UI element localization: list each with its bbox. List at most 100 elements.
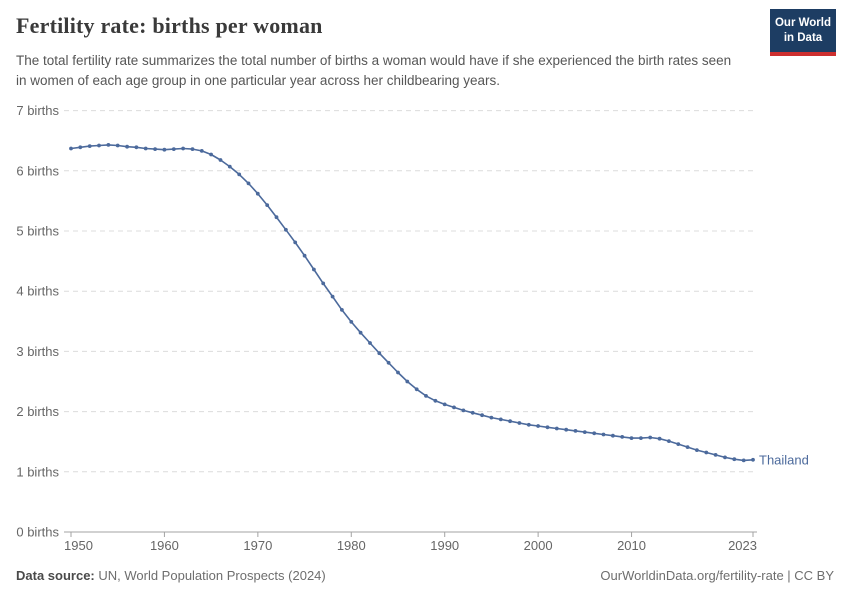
- data-point[interactable]: [592, 431, 597, 436]
- data-point[interactable]: [368, 341, 372, 345]
- data-point[interactable]: [190, 147, 195, 152]
- owid-logo-line1: Our World: [774, 17, 831, 30]
- data-point[interactable]: [181, 146, 186, 151]
- data-point[interactable]: [452, 405, 456, 410]
- chart-subtitle: The total fertility rate summarizes the …: [16, 53, 732, 88]
- fertility-trend-line[interactable]: [70, 144, 754, 462]
- data-point[interactable]: [386, 360, 391, 365]
- data-point[interactable]: [676, 442, 681, 446]
- owid-logo-line2: in Data: [783, 31, 823, 44]
- data-point[interactable]: [115, 143, 120, 148]
- data-point[interactable]: [274, 215, 279, 220]
- data-point[interactable]: [526, 422, 531, 427]
- data-point[interactable]: [480, 413, 484, 418]
- data-point[interactable]: [87, 144, 92, 149]
- data-point[interactable]: [265, 203, 270, 208]
- data-point[interactable]: [377, 351, 382, 356]
- data-point[interactable]: [582, 430, 587, 434]
- data-point[interactable]: [302, 253, 307, 258]
- data-point[interactable]: [396, 370, 400, 375]
- y-axis-tick-label: 7 births: [16, 103, 59, 118]
- data-point[interactable]: [639, 436, 643, 440]
- data-point[interactable]: [536, 424, 540, 428]
- data-point[interactable]: [209, 152, 214, 157]
- data-point[interactable]: [227, 164, 232, 169]
- data-point[interactable]: [321, 281, 326, 286]
- x-axis-tick-label: 1990: [430, 538, 459, 553]
- data-point[interactable]: [199, 149, 204, 153]
- data-point[interactable]: [611, 433, 615, 438]
- data-point[interactable]: [414, 387, 419, 392]
- owid-citation-link[interactable]: OurWorldinData.org/fertility-rate | CC B…: [600, 568, 834, 583]
- data-point[interactable]: [620, 435, 625, 439]
- data-point[interactable]: [433, 398, 438, 403]
- data-point[interactable]: [134, 145, 139, 150]
- x-axis-tick-label: 1960: [150, 538, 179, 553]
- data-point[interactable]: [489, 415, 494, 420]
- data-point[interactable]: [657, 436, 662, 441]
- data-source-label: Data source:: [16, 568, 95, 583]
- y-axis-tick-label: 4 births: [16, 284, 59, 299]
- owid-logo[interactable]: Our World in Data: [770, 9, 836, 56]
- data-point[interactable]: [349, 320, 354, 324]
- data-point[interactable]: [732, 457, 737, 462]
- data-source-note[interactable]: Data source: UN, World Population Prospe…: [16, 568, 326, 583]
- y-axis-tick-label: 3 births: [16, 344, 59, 359]
- x-axis-tick-label: 1980: [337, 538, 366, 553]
- data-point[interactable]: [162, 147, 167, 152]
- data-point[interactable]: [69, 146, 73, 151]
- data-point[interactable]: [713, 453, 718, 457]
- x-axis-tick-label: 2000: [524, 538, 553, 553]
- data-point[interactable]: [255, 191, 260, 196]
- data-point[interactable]: [246, 181, 251, 186]
- data-point[interactable]: [97, 143, 101, 148]
- data-point[interactable]: [564, 427, 569, 432]
- data-point[interactable]: [330, 294, 335, 299]
- data-point[interactable]: [442, 402, 447, 407]
- x-axis-tick-label: 1970: [243, 538, 272, 553]
- data-point[interactable]: [629, 436, 634, 440]
- data-point[interactable]: [106, 143, 111, 147]
- data-point[interactable]: [153, 147, 158, 152]
- y-axis-tick-label: 6 births: [16, 163, 59, 178]
- data-point[interactable]: [171, 147, 176, 152]
- x-axis-tick-label: 2023: [728, 538, 757, 553]
- data-point[interactable]: [601, 432, 606, 437]
- data-point[interactable]: [284, 227, 288, 232]
- data-point[interactable]: [751, 457, 755, 462]
- data-point[interactable]: [648, 435, 653, 440]
- data-source-text: UN, World Population Prospects (2024): [94, 568, 326, 583]
- data-point[interactable]: [498, 417, 503, 422]
- y-axis-tick-label: 0 births: [16, 525, 59, 540]
- data-point[interactable]: [312, 267, 316, 272]
- entity-label-thailand[interactable]: Thailand: [759, 452, 809, 467]
- data-point[interactable]: [218, 158, 223, 162]
- data-point[interactable]: [405, 379, 410, 384]
- data-point[interactable]: [358, 330, 363, 335]
- data-point[interactable]: [293, 240, 298, 245]
- y-axis-tick-label: 5 births: [16, 224, 59, 239]
- data-point[interactable]: [741, 458, 746, 463]
- data-point[interactable]: [125, 144, 129, 149]
- data-point[interactable]: [667, 439, 671, 443]
- data-point[interactable]: [237, 172, 242, 177]
- page-title: Fertility rate: births per woman: [16, 13, 323, 38]
- data-point[interactable]: [723, 455, 727, 460]
- y-axis-tick-label: 2 births: [16, 404, 59, 419]
- data-point[interactable]: [461, 408, 466, 413]
- data-point[interactable]: [685, 445, 690, 449]
- data-point[interactable]: [554, 426, 559, 431]
- data-point[interactable]: [695, 448, 699, 452]
- data-point[interactable]: [143, 146, 148, 151]
- data-point[interactable]: [340, 308, 344, 312]
- data-point[interactable]: [508, 419, 512, 424]
- data-point[interactable]: [470, 410, 475, 415]
- data-point[interactable]: [704, 450, 709, 455]
- data-point[interactable]: [573, 429, 578, 433]
- data-point[interactable]: [78, 145, 83, 150]
- data-point[interactable]: [517, 421, 522, 425]
- data-point[interactable]: [545, 425, 550, 430]
- data-point[interactable]: [424, 394, 428, 398]
- x-axis-tick-label: 2010: [617, 538, 646, 553]
